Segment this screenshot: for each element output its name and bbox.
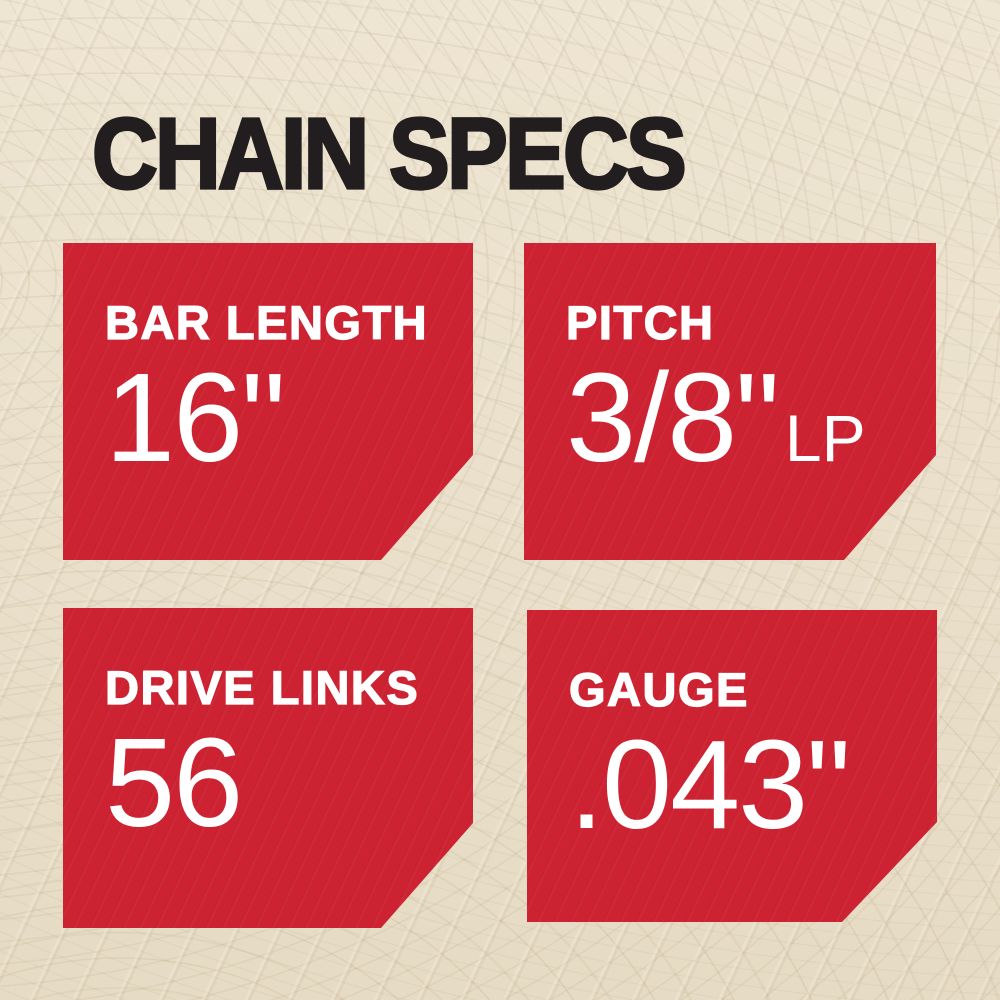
spec-card-drive-links: DRIVE LINKS 56: [63, 608, 473, 928]
page-title: CHAIN SPECS: [91, 98, 689, 210]
spec-card-gauge: GAUGE .043": [527, 610, 937, 922]
spec-label-gauge: GAUGE: [569, 663, 749, 716]
spec-value-text: 3/8": [566, 347, 778, 488]
spec-value-text: .043": [569, 714, 849, 855]
spec-value-pitch: 3/8" LP: [566, 355, 866, 481]
spec-value-text: 16": [105, 347, 284, 488]
spec-label-drive-links: DRIVE LINKS: [105, 661, 420, 714]
spec-label-pitch: PITCH: [566, 296, 715, 349]
spec-card-bar-length: BAR LENGTH 16": [63, 243, 473, 560]
spec-value-bar-length: 16": [105, 355, 291, 481]
spec-card-pitch: PITCH 3/8" LP: [524, 243, 936, 560]
spec-value-gauge: .043": [569, 722, 856, 848]
spec-label-bar-length: BAR LENGTH: [105, 296, 429, 349]
spec-value-text: 56: [105, 712, 242, 853]
spec-value-suffix: LP: [784, 401, 866, 475]
spec-value-drive-links: 56: [105, 720, 248, 846]
